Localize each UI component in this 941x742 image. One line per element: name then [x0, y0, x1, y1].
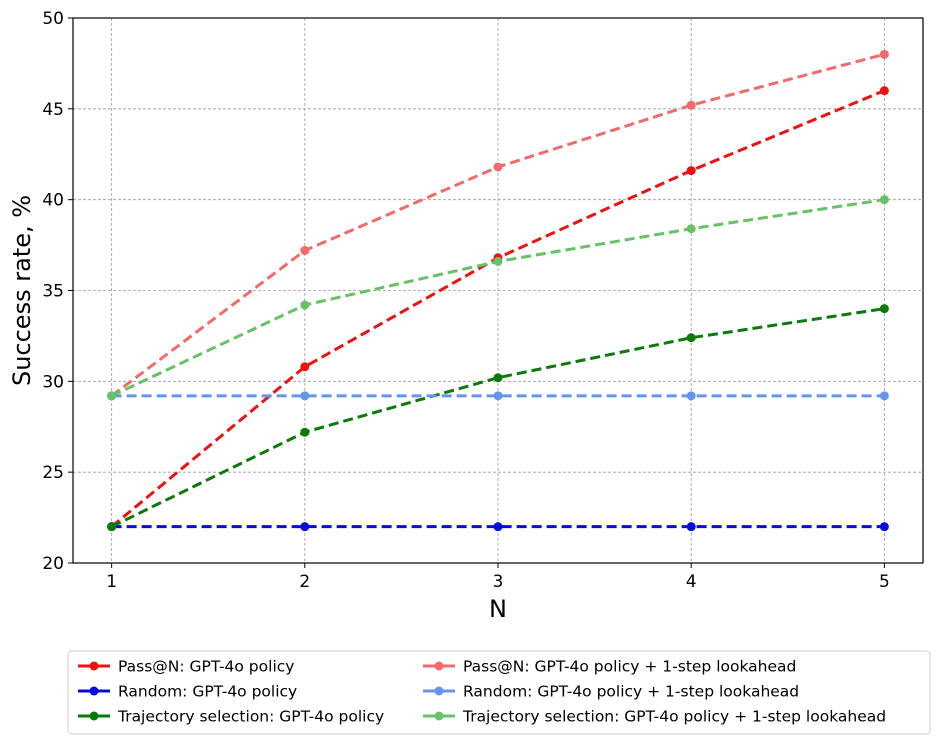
legend-label: Pass@N: GPT-4o policy	[118, 658, 294, 676]
legend-item: Trajectory selection: GPT-4o policy	[78, 708, 384, 726]
legend-item: Random: GPT-4o policy + 1-step lookahead	[423, 683, 799, 701]
data-point	[686, 522, 696, 532]
data-point	[493, 256, 503, 266]
legend-marker	[89, 711, 99, 721]
data-point	[879, 522, 889, 532]
data-point	[686, 166, 696, 176]
legend-item: Pass@N: GPT-4o policy	[78, 658, 294, 676]
legend-item: Trajectory selection: GPT-4o policy + 1-…	[423, 708, 886, 726]
legend-label: Random: GPT-4o policy	[118, 683, 297, 701]
series-group	[107, 391, 889, 401]
x-tick-label: 2	[299, 572, 310, 592]
data-point	[300, 362, 310, 372]
data-point	[300, 427, 310, 437]
data-point	[300, 391, 310, 401]
legend-label: Trajectory selection: GPT-4o policy	[117, 708, 384, 726]
legend-marker	[89, 686, 99, 696]
x-tick-label: 1	[106, 572, 117, 592]
y-tick-label: 45	[42, 100, 64, 120]
legend: Pass@N: GPT-4o policy Random: GPT-4o poli…	[67, 650, 931, 735]
data-point	[107, 522, 117, 532]
legend-marker	[434, 661, 444, 671]
x-tick-label: 5	[879, 572, 890, 592]
data-point	[879, 304, 889, 314]
y-tick-label: 35	[42, 282, 64, 302]
data-point	[879, 195, 889, 205]
series-group	[107, 522, 889, 532]
data-point	[686, 333, 696, 343]
y-tick-label: 20	[42, 554, 64, 574]
y-axis-label: Success rate, %	[8, 195, 36, 386]
y-tick-label: 40	[42, 191, 64, 211]
data-point	[107, 391, 117, 401]
legend-label: Pass@N: GPT-4o policy + 1-step lookahead	[463, 658, 796, 676]
data-point	[493, 391, 503, 401]
legend-marker	[89, 661, 99, 671]
y-tick-label: 50	[42, 9, 64, 29]
legend-marker	[434, 711, 444, 721]
data-point	[686, 224, 696, 234]
data-point	[300, 300, 310, 310]
x-tick-label: 4	[686, 572, 697, 592]
data-point	[300, 246, 310, 256]
data-point	[686, 391, 696, 401]
grid	[73, 18, 923, 563]
legend-marker	[434, 686, 444, 696]
legend-box	[67, 650, 931, 735]
series-line	[110, 307, 885, 529]
x-axis-label: N	[489, 595, 507, 623]
legend-label: Trajectory selection: GPT-4o policy + 1-…	[462, 708, 886, 726]
data-point	[300, 522, 310, 532]
x-tick-label: 3	[493, 572, 504, 592]
data-point	[493, 522, 503, 532]
y-tick-label: 30	[42, 372, 64, 392]
series-group	[107, 304, 889, 532]
legend-label: Random: GPT-4o policy + 1-step lookahead	[463, 683, 799, 701]
data-point	[879, 391, 889, 401]
y-tick-label: 25	[42, 463, 64, 483]
legend-item: Pass@N: GPT-4o policy + 1-step lookahead	[423, 658, 796, 676]
data-point	[493, 373, 503, 383]
data-point	[686, 100, 696, 110]
data-point	[493, 162, 503, 172]
legend-item: Random: GPT-4o policy	[78, 683, 297, 701]
series-group	[107, 195, 889, 401]
data-point	[879, 49, 889, 59]
data-point	[879, 86, 889, 96]
series-layer	[107, 49, 889, 532]
